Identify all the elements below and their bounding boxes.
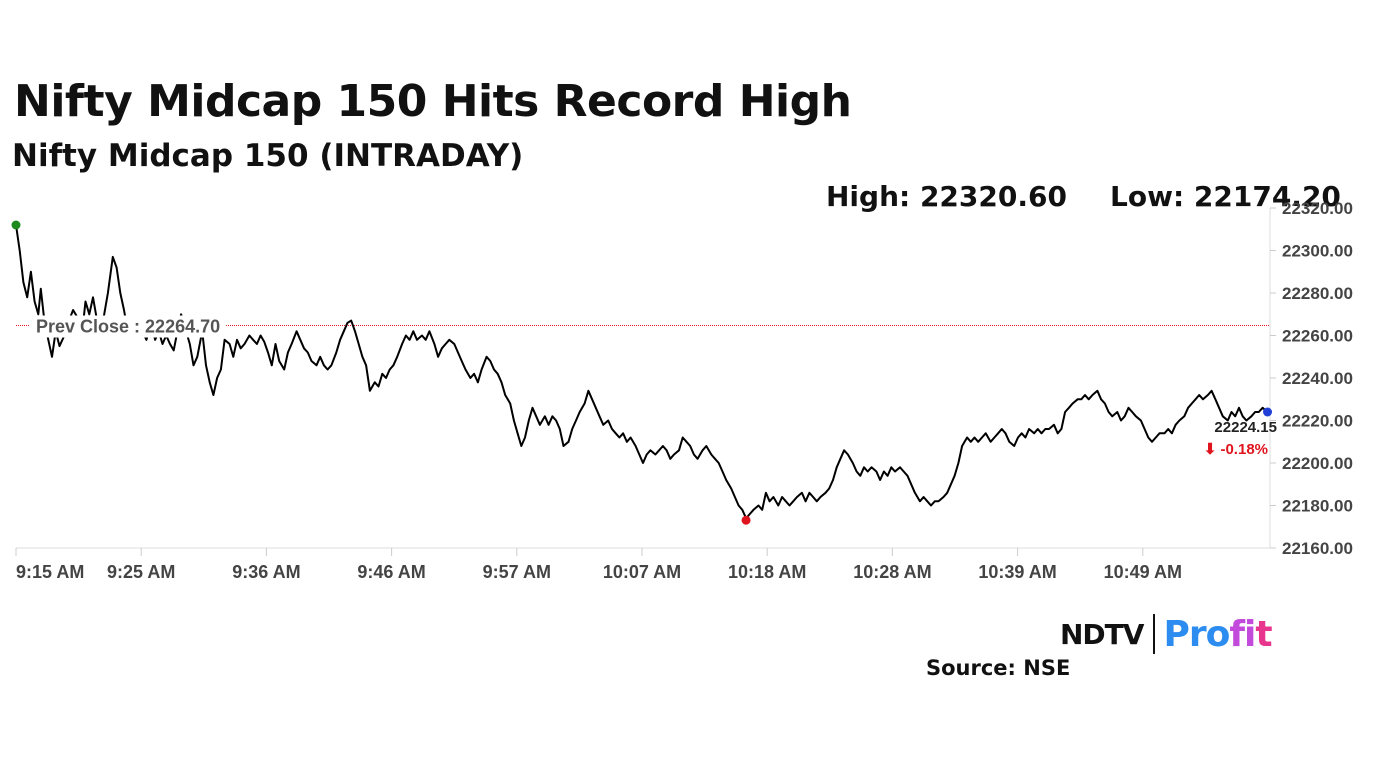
y-tick-label: 22320.00 xyxy=(1282,199,1353,218)
x-tick-label: 9:15 AM xyxy=(16,562,84,582)
y-tick-label: 22260.00 xyxy=(1282,327,1353,346)
prev-close-label: Prev Close : 22264.70 xyxy=(36,317,220,337)
x-tick-label: 10:28 AM xyxy=(853,562,931,582)
y-tick-label: 22160.00 xyxy=(1282,539,1353,558)
y-tick-label: 22240.00 xyxy=(1282,369,1353,388)
x-tick-label: 10:18 AM xyxy=(728,562,806,582)
prev-close-label-bg xyxy=(30,315,227,338)
open-marker xyxy=(11,220,21,230)
x-tick-label: 10:39 AM xyxy=(978,562,1056,582)
last-price-marker xyxy=(1263,407,1273,417)
y-tick-label: 22300.00 xyxy=(1282,242,1353,261)
ndtv-wordmark: NDTV xyxy=(1060,617,1144,651)
price-line xyxy=(15,224,1269,520)
x-tick-label: 9:57 AM xyxy=(483,562,551,582)
high-value: High: 22320.60 xyxy=(826,180,1067,213)
profit-wordmark: Profit xyxy=(1163,613,1272,655)
last-price-label: 22224.15 xyxy=(1214,419,1277,436)
x-tick-label: 9:36 AM xyxy=(232,562,300,582)
y-tick-label: 22220.00 xyxy=(1282,412,1353,431)
source-note: Source: NSE xyxy=(926,656,1071,680)
chart-title: Nifty Midcap 150 Hits Record High xyxy=(14,76,852,127)
chart-subtitle: Nifty Midcap 150 (INTRADAY) xyxy=(12,138,524,174)
y-tick-label: 22280.00 xyxy=(1282,284,1353,303)
x-tick-label: 9:46 AM xyxy=(357,562,425,582)
ndtv-profit-logo: NDTV Profit xyxy=(1060,612,1273,656)
change-percent-label: ⬇ -0.18% xyxy=(1204,441,1268,458)
x-tick-label: 9:25 AM xyxy=(107,562,175,582)
y-tick-label: 22200.00 xyxy=(1282,454,1353,473)
y-tick-label: 22180.00 xyxy=(1282,497,1353,516)
logo-divider xyxy=(1153,614,1156,654)
day-low-marker xyxy=(741,515,751,525)
x-tick-label: 10:07 AM xyxy=(603,562,681,582)
x-tick-label: 10:49 AM xyxy=(1104,562,1182,582)
low-value: Low: 22174.20 xyxy=(1110,180,1341,213)
